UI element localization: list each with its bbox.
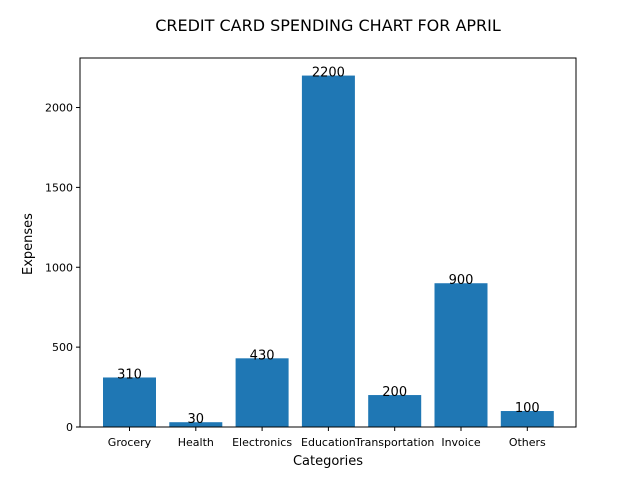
data-labels-group: 310 30 430 2200 200 900 100 [117, 66, 540, 428]
data-label: 100 [515, 401, 540, 416]
plot-frame [79, 57, 577, 428]
bar-grocery [103, 377, 156, 427]
data-label: 2200 [312, 66, 345, 81]
data-label: 200 [382, 385, 407, 400]
x-tick-label: Electronics [232, 436, 292, 449]
data-label: 310 [117, 367, 142, 382]
x-axis: Grocery Health Electronics Education Transpo… [108, 427, 546, 449]
y-tick-label: 2000 [45, 102, 73, 115]
data-label: 30 [188, 412, 205, 427]
bar-electronics [235, 358, 289, 427]
bar-education [301, 75, 355, 428]
x-tick-label: Health [178, 436, 214, 449]
x-tick-label: Invoice [441, 436, 481, 449]
y-tick-label: 0 [66, 421, 73, 434]
bars-group [103, 75, 554, 428]
bar-health [169, 422, 223, 427]
y-axis: 0 500 1000 1500 2000 [45, 102, 80, 434]
x-tick-label: Education [301, 436, 356, 449]
x-axis-label: Categories [293, 454, 363, 469]
y-tick-label: 500 [52, 341, 73, 354]
x-tick-label: Transportation [354, 436, 434, 449]
chart-title: CREDIT CARD SPENDING CHART FOR APRIL [155, 16, 501, 35]
data-label: 900 [449, 273, 474, 288]
x-tick-label: Others [509, 436, 546, 449]
bar-transportation [368, 395, 422, 427]
bar-others [500, 411, 554, 427]
y-axis-label: Expenses [21, 213, 36, 275]
data-label: 430 [250, 348, 275, 363]
y-tick-label: 1500 [45, 181, 73, 194]
y-tick-label: 1000 [45, 261, 73, 274]
bar-invoice [434, 283, 488, 427]
x-tick-label: Grocery [108, 436, 152, 449]
